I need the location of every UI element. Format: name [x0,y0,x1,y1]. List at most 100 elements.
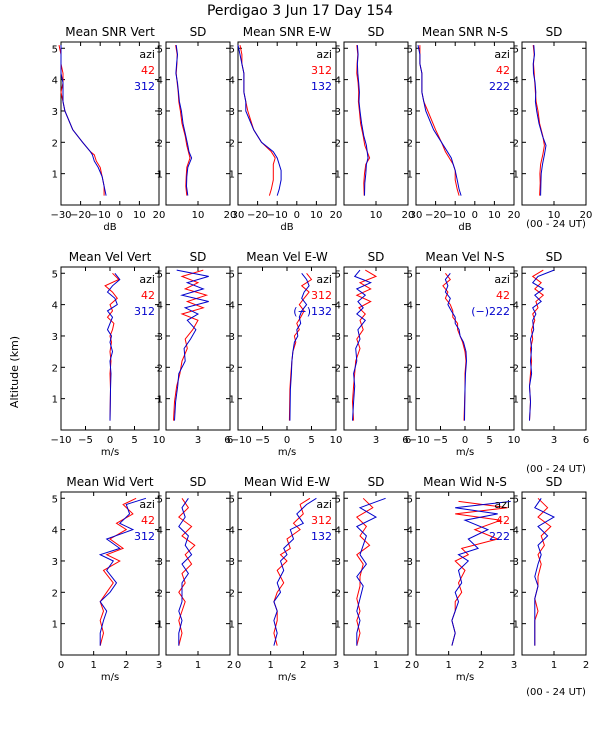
legend-entry: 312 [134,305,155,318]
x-tick-label: 20 [508,210,521,221]
y-tick-label: 3 [513,107,519,118]
y-tick-label: 5 [407,269,413,280]
series-line-222 [532,45,547,196]
x-tick-label: 30 [232,210,245,221]
series-line-42 [58,44,105,196]
x-tick-label: 3 [511,660,517,671]
legend-header: azi [139,498,155,511]
legend-entry: 312 [311,289,332,302]
x-tick-label: −20 [247,210,268,221]
y-tick-label: 4 [407,301,413,312]
y-tick-label: 2 [513,363,519,374]
y-tick-label: 3 [335,332,341,343]
legend-header: azi [494,48,510,61]
legend-header: azi [316,273,332,286]
x-tick-label: −30 [50,210,71,221]
x-tick-label: 0 [58,660,64,671]
x-tick-label: 1 [195,660,201,671]
utc-note-row2: (00 - 24 UT) [526,464,586,475]
x-axis-label: m/s [456,447,474,458]
legend-entry: 132 [311,530,332,543]
panel: 1 2 3 4 5 3 6 SD [513,250,590,446]
y-tick-label: 5 [229,494,235,505]
altitude-axis-label: Altitude (km) [8,336,21,408]
x-tick-label: 10 [330,435,343,446]
x-tick-label: 5 [486,435,492,446]
y-tick-label: 3 [513,332,519,343]
y-tick-label: 3 [407,107,413,118]
y-tick-label: 4 [157,301,163,312]
x-tick-label: 10 [153,435,166,446]
y-tick-label: 3 [157,107,163,118]
y-tick-label: 5 [52,494,58,505]
y-tick-label: 2 [407,138,413,149]
y-tick-label: 5 [407,44,413,55]
panel-title: Mean SNR E-W [243,25,332,39]
legend-entry: 312 [134,80,155,93]
y-tick-label: 3 [513,557,519,568]
panel: 1 2 3 4 5 3 6 SD [335,250,412,446]
y-tick-label: 5 [157,269,163,280]
x-tick-label: 20 [402,210,415,221]
x-tick-label: 0 [413,660,419,671]
panel-title: SD [190,475,207,489]
y-tick-label: 5 [513,269,519,280]
panel-frame [237,491,337,656]
y-tick-label: 1 [335,170,341,181]
y-tick-label: 5 [335,269,341,280]
y-tick-label: 4 [157,76,163,87]
legend-entry: 312 [134,530,155,543]
x-tick-label: −20 [70,210,91,221]
x-tick-label: 2 [478,660,484,671]
panel: 1 2 3 4 5 1 2 SD [157,475,234,671]
series-line-42 [442,272,467,421]
x-tick-label: 10 [508,435,521,446]
legend-entry: 42 [496,289,510,302]
panel-frame [237,41,337,206]
y-tick-label: 1 [335,395,341,406]
series-line-312 [356,45,371,196]
y-tick-label: 1 [157,620,163,631]
y-tick-label: 1 [157,170,163,181]
y-tick-label: 4 [407,76,413,87]
y-tick-label: 2 [52,138,58,149]
x-tick-label: 0 [284,435,290,446]
legend-entry: 42 [496,514,510,527]
panel-title: SD [190,250,207,264]
series-line-132 [289,272,310,421]
x-tick-label: 20 [580,210,593,221]
y-tick-label: 1 [229,395,235,406]
x-tick-label: 5 [131,435,137,446]
x-tick-label: 20 [330,210,343,221]
legend-entry: (−)222 [471,305,510,318]
x-tick-label: −10 [50,435,71,446]
y-tick-label: 4 [335,301,341,312]
series-line-312 [239,45,276,196]
x-tick-label: 10 [548,210,561,221]
series-line-312 [98,497,147,646]
x-tick-label: 20 [153,210,166,221]
y-tick-label: 1 [229,620,235,631]
panel-frame [60,41,160,206]
y-tick-label: 3 [229,107,235,118]
utc-note-row3: (00 - 24 UT) [526,687,586,698]
panel-frame [343,41,409,206]
panel: 1 2 3 4 5 1 2 SD [335,475,412,671]
series-line-312 [288,272,313,421]
y-tick-label: 5 [513,494,519,505]
series-line-222 [534,498,556,646]
y-tick-label: 4 [407,526,413,537]
y-tick-label: 3 [407,332,413,343]
panel-title: SD [190,25,207,39]
x-tick-label: 0 [472,210,478,221]
y-tick-label: 1 [407,395,413,406]
y-tick-label: 1 [52,170,58,181]
y-tick-label: 3 [52,332,58,343]
y-tick-label: 5 [229,269,235,280]
y-tick-label: 5 [335,494,341,505]
panel-frame [521,41,587,206]
panel-title: Mean Vel Vert [69,250,152,264]
series-line-42 [534,497,552,646]
y-tick-label: 5 [335,44,341,55]
